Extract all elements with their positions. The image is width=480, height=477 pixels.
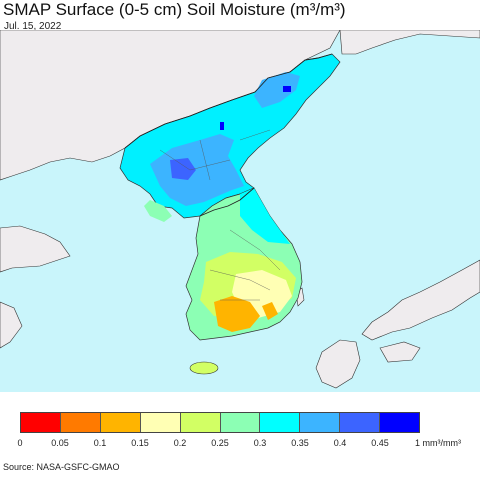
legend-tick-label: 1 mm³/mm³ (415, 438, 461, 448)
region-nk-darkblue-pixel-2 (220, 122, 224, 130)
land-japan-shikoku (379, 341, 421, 363)
legend-swatch (21, 413, 61, 432)
region-sk-south-orange (214, 296, 260, 332)
legend-tick-label: 0.35 (291, 438, 309, 448)
region-nk-west-green (144, 200, 172, 222)
region-nk-darkblue-pixel (283, 86, 291, 92)
legend-tick-label: 0.15 (131, 438, 149, 448)
province-lines (159, 129, 281, 301)
land-jeju-island (189, 361, 219, 375)
map-title: SMAP Surface (0-5 cm) Soil Moisture (m³/… (3, 0, 346, 19)
legend-swatch (380, 413, 420, 432)
map-date: Jul. 15, 2022 (4, 21, 62, 32)
legend-tick-label: 0.05 (51, 438, 69, 448)
land-japan-honshu (361, 259, 480, 341)
source-credit: Source: NASA-GSFC-GMAO (3, 462, 120, 472)
legend-swatch (340, 413, 381, 432)
region-nk-wet (150, 134, 244, 206)
border-china-nk (124, 53, 333, 149)
legend-swatch (180, 413, 221, 432)
land-shandong (0, 225, 71, 273)
region-sk-east-cyan (240, 188, 290, 244)
legend-swatch (300, 413, 341, 432)
region-nk-deep (170, 158, 196, 180)
land-russia-northeast (339, 30, 480, 55)
legend-tick-label: 0.1 (93, 438, 107, 448)
legend-ticks: 0 0.05 0.1 0.15 0.2 0.25 0.3 0.35 0.4 0.… (0, 438, 480, 452)
legend-swatch (260, 413, 301, 432)
legend-tick-label: 0 (17, 438, 23, 448)
map-canvas (0, 30, 480, 389)
legend-swatch (220, 413, 261, 432)
legend-tick-label: 0.2 (173, 438, 187, 448)
legend-tick-label: 0.4 (333, 438, 347, 448)
region-sk-south-orange-2 (262, 302, 278, 320)
legend-swatch (60, 413, 101, 432)
border-dmz (199, 187, 255, 217)
legend-tick-label: 0.25 (211, 438, 229, 448)
land-japan-kyushu (315, 339, 361, 389)
soil-moisture-map (0, 30, 480, 392)
legend-tick-label: 0.3 (253, 438, 267, 448)
legend-swatch (140, 413, 181, 432)
land-china-coast-south (0, 301, 23, 349)
legend-tick-label: 0.45 (371, 438, 389, 448)
legend-swatch (100, 413, 141, 432)
legend-colorbar (20, 412, 420, 433)
